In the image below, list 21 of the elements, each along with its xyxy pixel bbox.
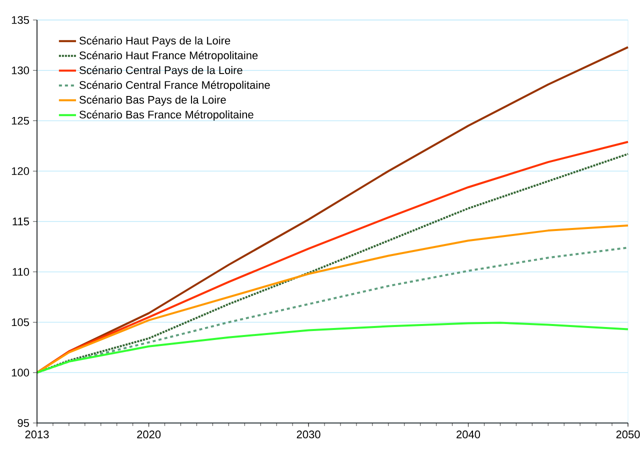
- y-tick-label: 110: [12, 268, 30, 276]
- line-series: [36, 322, 629, 374]
- legend-label: Scénario Bas France Métropolitaine: [80, 110, 254, 121]
- x-tick-label: 2050: [616, 430, 640, 438]
- y-tick-label: 115: [12, 218, 30, 226]
- x-tick-label: 2020: [137, 430, 161, 438]
- y-tick-label: 130: [12, 66, 30, 74]
- x-tick-label: 2030: [296, 430, 320, 438]
- legend-label: Scénario Haut Pays de la Loire: [80, 36, 230, 47]
- y-tick-label: 100: [12, 368, 30, 377]
- y-tick-label: 105: [12, 318, 29, 326]
- legend-label: Scénario Haut France Métropolitaine: [80, 51, 258, 62]
- y-tick-label: 95: [18, 419, 29, 427]
- x-tick-label: 2040: [456, 430, 480, 438]
- x-tick-label: 2013: [25, 430, 49, 438]
- legend-label: Scénario Central Pays de la Loire: [80, 66, 242, 76]
- y-tick-label: 125: [12, 116, 29, 125]
- y-tick-label: 135: [12, 16, 29, 24]
- legend-label: Scénario Central France Métropolitaine: [80, 80, 270, 92]
- legend-label: Scénario Bas Pays de la Loire: [80, 95, 226, 106]
- y-tick-label: 120: [12, 167, 30, 176]
